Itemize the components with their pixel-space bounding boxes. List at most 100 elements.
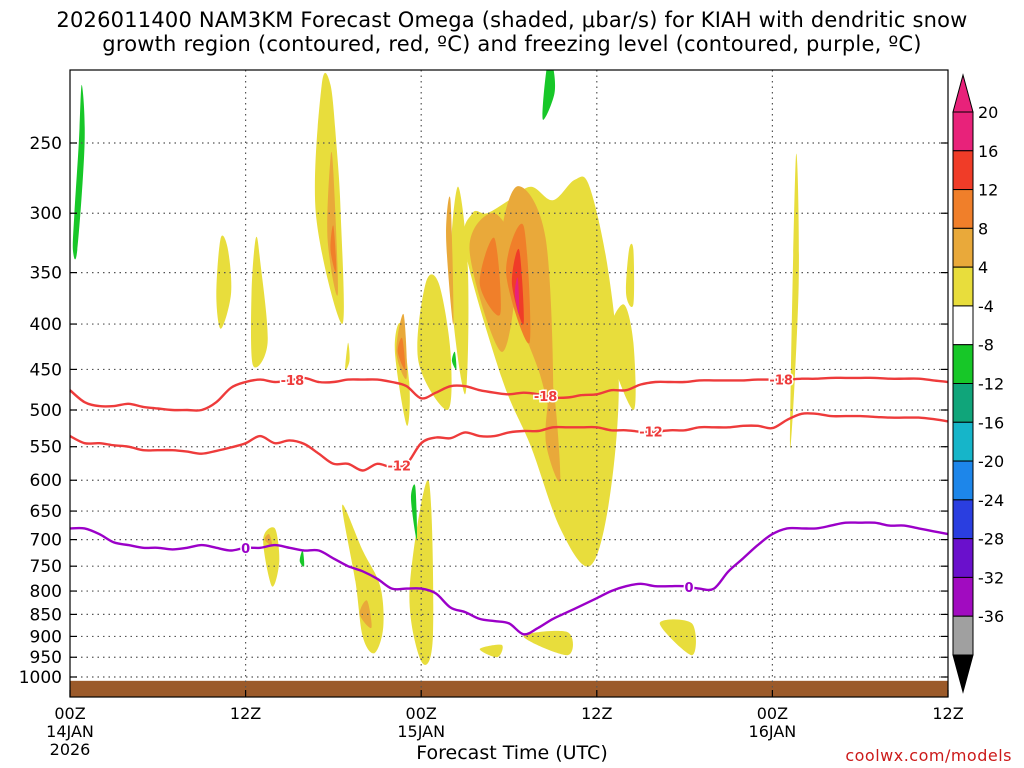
omega-shade-4-0 bbox=[72, 84, 85, 260]
colorbar: 20 16 12 8 4 -4 -8 -12 -16 -20 -24 -28 -32 -36 bbox=[952, 73, 1004, 694]
contour-label-dgz-minus18-1: -18 bbox=[534, 390, 558, 405]
ytick-label-550: 550 bbox=[30, 438, 62, 458]
omega-shade-neg8-33 bbox=[451, 351, 457, 370]
omega-shade-8-24 bbox=[359, 600, 372, 629]
omega-shade-neg8-32 bbox=[542, 70, 556, 120]
ytick-label-400: 400 bbox=[30, 315, 62, 335]
colorbar-label-neg36: -36 bbox=[978, 607, 1004, 626]
axes: 2503003504004505005506006507007508008509… bbox=[19, 69, 964, 759]
xtick-date-48: 16JAN bbox=[749, 722, 797, 741]
colorbar-swatch-neg36 bbox=[952, 615, 974, 656]
colorbar-swatch-neg8 bbox=[952, 344, 974, 385]
omega-shade-4-12 bbox=[263, 527, 280, 587]
plot-frame bbox=[69, 69, 949, 698]
colorbar-label-4: 4 bbox=[978, 258, 988, 277]
omega-shade-4-10 bbox=[625, 243, 635, 308]
colorbar-label-neg16: -16 bbox=[978, 413, 1004, 432]
contour-dgz-minus18 bbox=[69, 376, 949, 412]
colorbar-swatch-neg12 bbox=[952, 383, 974, 423]
xtick-date-0: 14JAN bbox=[46, 722, 94, 741]
colorbar-label-16: 16 bbox=[978, 142, 998, 161]
colorbar-label-8: 8 bbox=[978, 219, 988, 238]
omega-shade-12-28 bbox=[397, 337, 406, 370]
omega-shade-4-6 bbox=[417, 274, 452, 411]
colorbar-swatch-neg28 bbox=[952, 538, 974, 578]
source-credit[interactable]: coolwx.com/models bbox=[845, 746, 1012, 765]
colorbar-label-neg8: -8 bbox=[978, 336, 994, 355]
omega-shade-12-26 bbox=[479, 237, 501, 316]
colorbar-bottom-arrow bbox=[952, 654, 974, 694]
contour-label-freezing-level-0-0: 0 bbox=[241, 542, 250, 557]
xtick-label-12: 12Z bbox=[230, 704, 261, 723]
plot-area bbox=[70, 70, 948, 697]
colorbar-swatch-neg20 bbox=[952, 460, 974, 501]
xtick-label-24: 00Z bbox=[406, 704, 437, 723]
ytick-label-850: 850 bbox=[30, 605, 62, 625]
xtick-date-24: 15JAN bbox=[397, 722, 445, 741]
contour-label-dgz-minus18-0: -18 bbox=[281, 374, 305, 389]
ytick-label-750: 750 bbox=[30, 557, 62, 577]
plot-clipped bbox=[70, 70, 948, 697]
colorbar-swatch-8 bbox=[952, 227, 974, 268]
colorbar-swatch-4 bbox=[952, 266, 974, 307]
colorbar-label-neg24: -24 bbox=[978, 491, 1004, 510]
xtick-label-36: 12Z bbox=[581, 704, 612, 723]
omega-shade-12-29 bbox=[330, 225, 337, 274]
xtick-label-48: 00Z bbox=[757, 704, 788, 723]
colorbar-swatch-neg24 bbox=[952, 499, 974, 540]
colorbar-label-neg4: -4 bbox=[978, 297, 994, 316]
colorbar-label-20: 20 bbox=[978, 103, 998, 122]
omega-shade-neg8-34 bbox=[410, 484, 418, 540]
colorbar-swatch-neg4 bbox=[952, 305, 974, 346]
omega-shade-4-15 bbox=[523, 630, 573, 656]
ytick-label-600: 600 bbox=[30, 471, 62, 491]
ytick-label-250: 250 bbox=[30, 134, 62, 154]
contour-freezing-level-0 bbox=[69, 521, 949, 636]
ytick-label-300: 300 bbox=[30, 204, 62, 224]
colorbar-label-neg28: -28 bbox=[978, 530, 1004, 549]
colorbar-label-12: 12 bbox=[978, 181, 998, 200]
ytick-label-350: 350 bbox=[30, 264, 62, 284]
colorbar-swatch-20 bbox=[952, 111, 974, 152]
omega-shade-4-14 bbox=[479, 644, 503, 658]
ytick-label-1000: 1000 bbox=[19, 668, 62, 688]
colorbar-label-neg12: -12 bbox=[978, 375, 1004, 394]
colorbar-top-arrow bbox=[952, 73, 974, 113]
colorbar-label-neg20: -20 bbox=[978, 452, 1004, 471]
omega-shade-4-1 bbox=[216, 235, 232, 329]
omega-shade-4-17 bbox=[789, 153, 799, 449]
omega-shade-4-11 bbox=[342, 504, 384, 654]
colorbar-swatch-12 bbox=[952, 189, 974, 229]
xtick-label-0: 00Z bbox=[54, 704, 85, 723]
ytick-label-950: 950 bbox=[30, 648, 62, 668]
xtick-year-0: 2026 bbox=[50, 740, 91, 759]
ytick-label-500: 500 bbox=[30, 401, 62, 421]
colorbar-swatch-16 bbox=[952, 150, 974, 191]
chart-title-line2: growth region (contoured, red, ºC) and f… bbox=[102, 32, 922, 56]
omega-shade-4-13 bbox=[409, 479, 434, 665]
omega-shade-neg8-35 bbox=[299, 550, 305, 567]
ytick-label-450: 450 bbox=[30, 360, 62, 380]
colorbar-swatch-neg32 bbox=[952, 576, 974, 617]
grid-lines bbox=[70, 70, 948, 697]
colorbar-label-neg32: -32 bbox=[978, 568, 1004, 587]
omega-shade-4-16 bbox=[659, 619, 696, 656]
terrain-band bbox=[70, 680, 948, 697]
ytick-label-650: 650 bbox=[30, 502, 62, 522]
ytick-label-900: 900 bbox=[30, 627, 62, 647]
contour-label-freezing-level-0-1: 0 bbox=[684, 581, 693, 596]
contour-label-dgz-minus18-2: -18 bbox=[769, 374, 793, 389]
x-axis-title: Forecast Time (UTC) bbox=[416, 742, 608, 764]
omega-shade-4-2 bbox=[250, 236, 268, 368]
colorbar-swatch-neg16 bbox=[952, 421, 974, 462]
omega-shade-8-25 bbox=[446, 196, 454, 325]
contour-label-dgz-minus12-0: -12 bbox=[388, 460, 412, 475]
contour-dgz-minus12 bbox=[69, 412, 949, 472]
chart-title-line1: 2026011400 NAM3KM Forecast Omega (shaded… bbox=[56, 8, 968, 32]
contour-label-dgz-minus12-1: -12 bbox=[639, 426, 663, 441]
xtick-label-60: 12Z bbox=[932, 704, 963, 723]
ytick-label-700: 700 bbox=[30, 531, 62, 551]
omega-shade-4-9 bbox=[608, 304, 636, 410]
ytick-label-800: 800 bbox=[30, 582, 62, 602]
